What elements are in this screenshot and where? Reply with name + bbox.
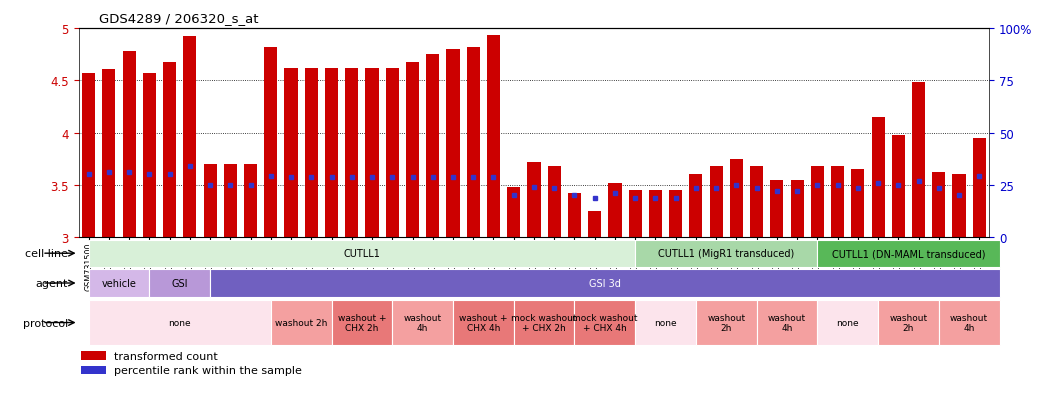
Bar xyxy=(757,300,818,346)
Text: cell line: cell line xyxy=(25,249,68,259)
Bar xyxy=(730,159,743,237)
Bar xyxy=(771,180,783,237)
Bar xyxy=(82,74,95,237)
Text: mock washout
+ CHX 2h: mock washout + CHX 2h xyxy=(511,313,577,332)
Bar xyxy=(939,300,1000,346)
Bar xyxy=(325,69,338,237)
Text: GSI: GSI xyxy=(172,278,188,288)
Text: washout +
CHX 4h: washout + CHX 4h xyxy=(460,313,508,332)
Text: none: none xyxy=(169,318,191,327)
Text: CUTLL1: CUTLL1 xyxy=(343,249,380,259)
Text: none: none xyxy=(837,318,859,327)
Bar xyxy=(406,63,419,237)
Bar xyxy=(82,366,107,375)
Text: transformed count: transformed count xyxy=(114,351,218,361)
Bar xyxy=(163,63,176,237)
Text: washout
2h: washout 2h xyxy=(707,313,745,332)
Bar xyxy=(507,188,520,237)
Bar xyxy=(548,166,561,237)
Bar xyxy=(953,175,965,237)
Text: GSI 3d: GSI 3d xyxy=(588,278,621,288)
Bar xyxy=(332,300,393,346)
Text: CUTLL1 (DN-MAML transduced): CUTLL1 (DN-MAML transduced) xyxy=(831,249,985,259)
Text: CUTLL1 (MigR1 transduced): CUTLL1 (MigR1 transduced) xyxy=(659,249,795,259)
Bar xyxy=(122,52,136,237)
Text: vehicle: vehicle xyxy=(102,278,136,288)
Bar xyxy=(649,190,662,237)
Bar xyxy=(892,135,905,237)
Text: washout
4h: washout 4h xyxy=(950,313,988,332)
Bar xyxy=(385,69,399,237)
Text: percentile rank within the sample: percentile rank within the sample xyxy=(114,365,302,375)
Bar xyxy=(203,164,217,237)
Bar xyxy=(710,166,722,237)
Bar xyxy=(150,270,210,297)
Bar xyxy=(346,69,358,237)
Bar xyxy=(818,300,878,346)
Text: washout +
CHX 2h: washout + CHX 2h xyxy=(338,313,386,332)
Bar xyxy=(810,166,824,237)
Bar xyxy=(514,300,575,346)
Bar xyxy=(82,351,107,360)
Bar xyxy=(528,162,540,237)
Bar xyxy=(689,175,703,237)
Bar xyxy=(103,69,115,237)
Text: none: none xyxy=(654,318,676,327)
Bar xyxy=(393,300,453,346)
Bar xyxy=(210,270,1000,297)
Bar xyxy=(487,36,500,237)
Bar xyxy=(183,37,197,237)
Bar xyxy=(669,190,683,237)
Bar xyxy=(285,69,297,237)
Bar xyxy=(912,83,926,237)
Bar xyxy=(696,300,757,346)
Text: washout
4h: washout 4h xyxy=(767,313,806,332)
Bar xyxy=(142,74,156,237)
Bar xyxy=(750,166,763,237)
Bar xyxy=(89,270,150,297)
Bar xyxy=(932,173,945,237)
Bar xyxy=(636,240,818,267)
Bar xyxy=(608,183,622,237)
Bar xyxy=(305,69,318,237)
Bar xyxy=(264,47,277,237)
Bar xyxy=(244,164,258,237)
Bar xyxy=(818,240,1000,267)
Bar xyxy=(426,55,440,237)
Bar xyxy=(636,300,696,346)
Bar xyxy=(365,69,379,237)
Bar xyxy=(628,190,642,237)
Bar xyxy=(588,211,601,237)
Text: washout
2h: washout 2h xyxy=(889,313,928,332)
Bar xyxy=(271,300,332,346)
Text: washout
4h: washout 4h xyxy=(403,313,442,332)
Text: protocol: protocol xyxy=(23,318,68,328)
Bar xyxy=(851,170,865,237)
Bar xyxy=(224,164,237,237)
Text: washout 2h: washout 2h xyxy=(275,318,328,327)
Bar xyxy=(446,50,460,237)
Text: agent: agent xyxy=(36,278,68,288)
Bar xyxy=(453,300,514,346)
Bar xyxy=(878,300,939,346)
Bar xyxy=(790,180,804,237)
Bar xyxy=(973,138,986,237)
Bar xyxy=(89,240,636,267)
Bar xyxy=(567,194,581,237)
Bar xyxy=(871,118,885,237)
Bar xyxy=(831,166,844,237)
Text: mock washout
+ CHX 4h: mock washout + CHX 4h xyxy=(572,313,638,332)
Bar xyxy=(575,300,636,346)
Bar xyxy=(467,47,480,237)
Text: GDS4289 / 206320_s_at: GDS4289 / 206320_s_at xyxy=(99,12,259,25)
Bar xyxy=(89,300,271,346)
